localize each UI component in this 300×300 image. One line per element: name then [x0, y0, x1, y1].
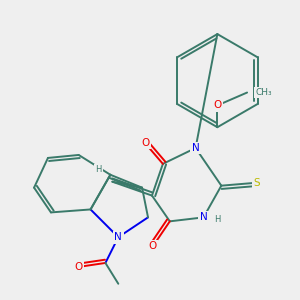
Text: O: O — [213, 100, 221, 110]
Text: N: N — [200, 212, 207, 222]
Text: H: H — [95, 165, 102, 174]
Text: O: O — [74, 262, 83, 272]
Text: N: N — [114, 232, 122, 242]
Text: N: N — [192, 143, 200, 153]
Text: CH₃: CH₃ — [255, 88, 272, 97]
Text: O: O — [149, 241, 157, 251]
Text: O: O — [141, 138, 149, 148]
Text: H: H — [214, 215, 220, 224]
Text: S: S — [254, 178, 260, 188]
